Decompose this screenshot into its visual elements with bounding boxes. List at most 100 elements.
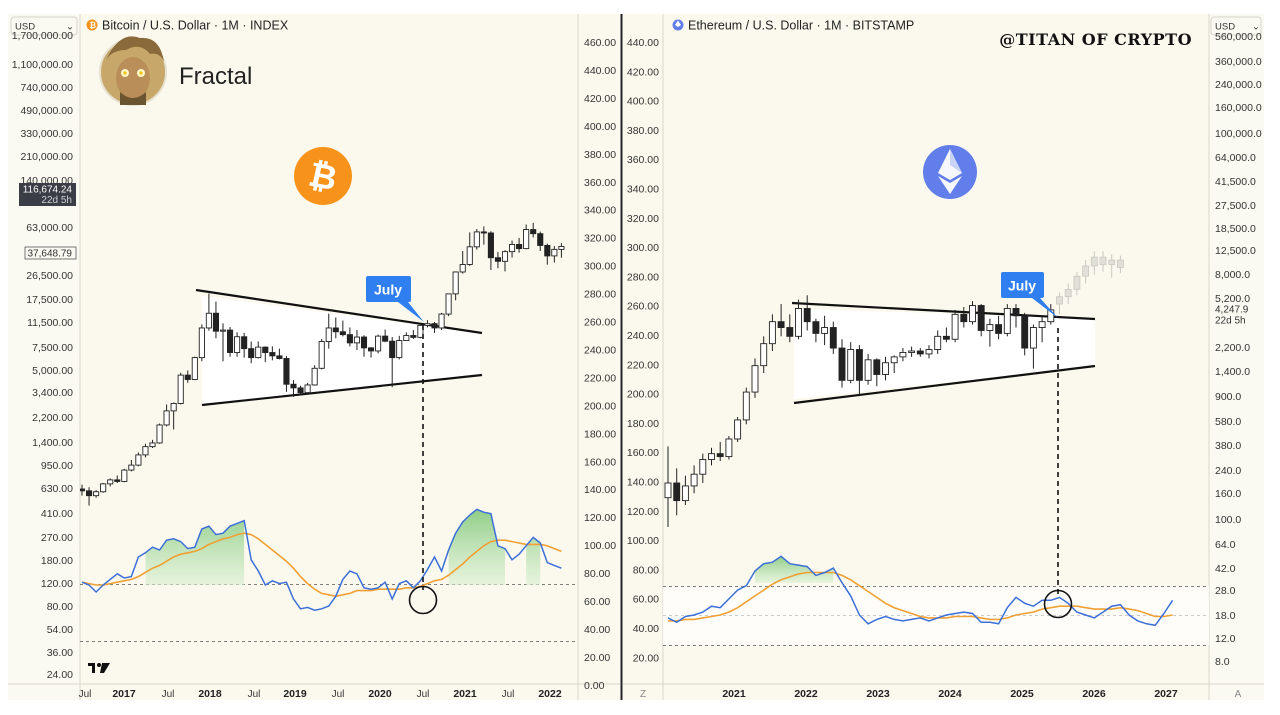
- btc-right-y-tick-label: 400.00: [584, 121, 616, 133]
- watermark-text: @TITAN OF CRYPTO: [999, 30, 1192, 49]
- btc-y-tick-label: 490,000.00: [20, 105, 73, 117]
- btc-candle: [135, 454, 142, 466]
- btc-triangle-lower-line: [201, 373, 483, 407]
- eth-left-y-tick-label: 260.00: [627, 301, 659, 313]
- eth-left-y-tick-label: 280.00: [627, 271, 659, 283]
- btc-right-y-tick-label: 140.00: [584, 484, 616, 496]
- btc-candle: [368, 347, 375, 352]
- btc-y-tick-label: 26,500.00: [26, 270, 73, 282]
- btc-candle: [530, 229, 537, 235]
- eth-x-tick-label: 2026: [1082, 688, 1106, 700]
- btc-right-y-tick-label: 40.00: [584, 624, 610, 636]
- btc-y-tick-label: 36.00: [47, 647, 73, 659]
- eth-forecast-candle: [1056, 296, 1063, 305]
- eth-candle: [951, 313, 959, 340]
- btc-x-tick-label: Jul: [332, 689, 345, 700]
- eth-left-y-tick-label: 120.00: [627, 506, 659, 518]
- eth-left-y-tick-label: 340.00: [627, 184, 659, 196]
- btc-candle: [558, 245, 565, 250]
- btc-oscillator-signal-line: [81, 532, 562, 598]
- btc-x-tick-label: Jul: [417, 689, 430, 700]
- eth-y-tick-label: 380.0: [1215, 440, 1241, 452]
- eth-y-tick-label: 100,000.0: [1215, 128, 1262, 140]
- eth-oscillator-line: [667, 555, 1174, 627]
- eth-currency-select[interactable]: USD: [1215, 22, 1235, 33]
- btc-y-tick-label: 11,500.00: [27, 317, 73, 329]
- eth-y-tick-label: 580.0: [1215, 416, 1241, 428]
- btc-right-y-tick-label: 60.00: [584, 596, 610, 608]
- eth-candle: [768, 321, 776, 345]
- btc-candle: [255, 346, 262, 359]
- btc-candle: [163, 410, 170, 426]
- chevron-down-icon[interactable]: ⌄: [1252, 22, 1260, 33]
- btc-july-callout: July: [366, 276, 424, 322]
- btc-y-tick-label: 2,200.00: [32, 412, 73, 424]
- btc-candle: [205, 312, 212, 329]
- btc-currency-select[interactable]: USD: [15, 22, 35, 33]
- tradingview-logo-icon: [88, 663, 110, 673]
- eth-y-tick-label: 41,500.0: [1215, 176, 1256, 188]
- eth-x-tick-label: 2021: [722, 688, 746, 700]
- eth-candle: [760, 343, 768, 367]
- btc-right-y-tick-label: 380.00: [584, 149, 616, 161]
- btc-right-y-tick-label: 220.00: [584, 372, 616, 384]
- btc-x-tick-label: Jul: [248, 689, 261, 700]
- btc-x-tick-label: 2019: [283, 688, 307, 700]
- btc-candle: [523, 229, 530, 250]
- eth-y-tick-label: 28.0: [1215, 585, 1236, 597]
- btc-candle: [551, 248, 558, 257]
- btc-candle: [93, 491, 100, 497]
- eth-candle: [795, 308, 802, 337]
- btc-x-tick-label: 2018: [198, 688, 222, 700]
- btc-candle: [509, 244, 516, 253]
- eth-candle: [890, 356, 898, 364]
- eth-left-y-tick-label: 20.00: [633, 652, 659, 664]
- btc-y-tick-label: 270.00: [41, 532, 73, 544]
- eth-y-tick-label: 18,500.0: [1215, 223, 1256, 235]
- btc-candle: [248, 348, 255, 359]
- btc-candle: [121, 469, 128, 482]
- btc-x-tick-label: Jul: [502, 689, 515, 700]
- svg-text:July: July: [374, 282, 402, 298]
- eth-y-tick-label: 12.0: [1215, 633, 1236, 645]
- eth-candle: [873, 359, 881, 375]
- eth-candle: [1038, 321, 1046, 328]
- ethereum-logo-icon: [923, 145, 977, 199]
- eth-left-y-tick-label: 400.00: [627, 96, 659, 108]
- eth-candle: [977, 305, 985, 331]
- btc-y-tick-label: 63,000.00: [26, 222, 73, 234]
- eth-corner-left: Z: [640, 689, 646, 700]
- btc-right-y-tick-label: 360.00: [584, 177, 616, 189]
- eth-candle: [742, 391, 750, 421]
- eth-candle: [708, 453, 715, 460]
- eth-candle: [916, 350, 924, 355]
- eth-candle: [847, 349, 855, 381]
- btc-candle: [184, 374, 191, 380]
- eth-candle: [786, 327, 794, 337]
- eth-candle: [777, 321, 785, 328]
- btc-candle: [219, 329, 227, 332]
- eth-candle: [934, 335, 942, 350]
- eth-candle: [855, 349, 863, 381]
- eth-left-y-tick-label: 240.00: [627, 330, 659, 342]
- eth-candle: [1003, 308, 1011, 334]
- bitcoin-logo-icon: ₿: [294, 147, 352, 205]
- btc-countdown-badge: 22d 5h: [41, 195, 72, 206]
- eth-candle: [942, 335, 950, 340]
- btc-candle: [177, 374, 184, 404]
- eth-candle: [899, 352, 907, 358]
- btc-candle: [149, 442, 156, 448]
- eth-candle: [829, 327, 837, 349]
- eth-candle: [969, 305, 976, 323]
- eth-forecast-candle: [1064, 288, 1072, 298]
- btc-y-tick-label: 1,400.00: [32, 437, 73, 449]
- btc-y-tick-label: 950.00: [41, 460, 73, 472]
- btc-candle: [445, 293, 452, 315]
- btc-candle: [114, 479, 121, 482]
- btc-x-tick-label: 2020: [368, 688, 392, 700]
- btc-candle: [325, 327, 332, 342]
- btc-right-y-tick-label: 160.00: [584, 456, 616, 468]
- eth-y-tick-label: 42.0: [1215, 563, 1236, 575]
- chevron-down-icon[interactable]: ⌄: [66, 22, 74, 33]
